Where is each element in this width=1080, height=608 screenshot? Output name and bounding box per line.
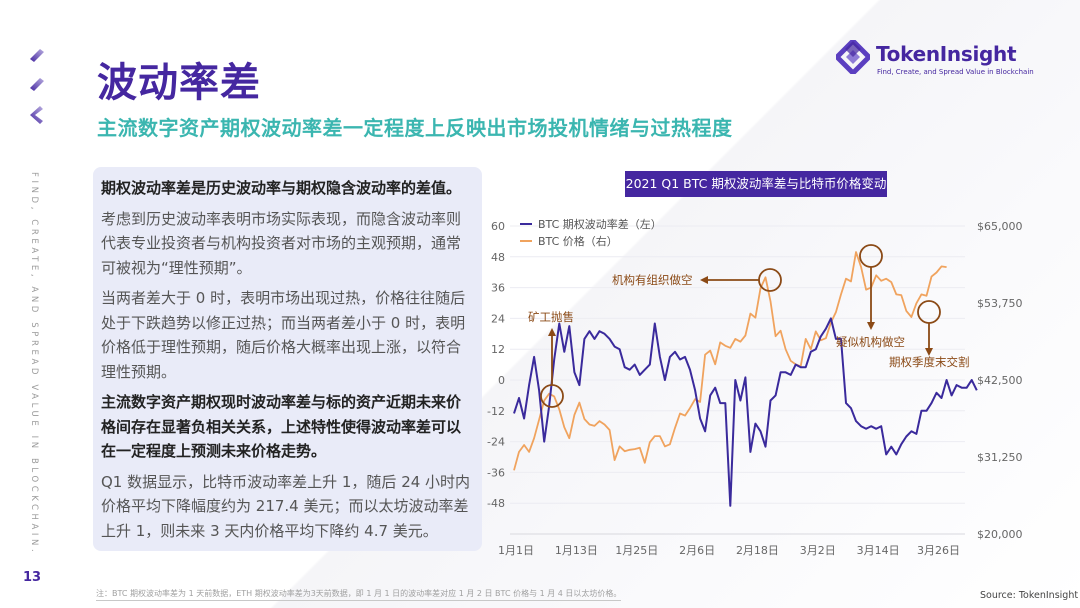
chart-title: 2021 Q1 BTC 期权波动率差与比特币价格变动	[625, 171, 887, 197]
logo-name: TokenInsight	[876, 42, 1017, 66]
annotation-institutional-short: 机构有组织做空	[612, 273, 693, 287]
chart-gridlines	[510, 225, 965, 535]
page-number: 13	[23, 570, 42, 585]
annotation-quarter-expiry: 期权季度末交割	[889, 355, 970, 369]
y-axis-left: 60 48 36 24 12 0 -12 -24 -36 -48	[487, 220, 505, 510]
y-left-tick: -36	[487, 466, 505, 479]
x-tick: 1月1日	[498, 544, 534, 557]
y-right-tick: $20,000	[977, 528, 1023, 541]
x-tick: 2月18日	[736, 544, 779, 557]
annotation-circle	[917, 300, 941, 324]
x-tick: 3月14日	[857, 544, 900, 557]
arrow-down-icon	[867, 322, 875, 330]
x-tick: 3月26日	[917, 544, 960, 557]
y-left-tick: 48	[491, 251, 505, 264]
y-left-tick: -12	[487, 405, 505, 418]
logo-tagline: Find, Create, and Spread Value in Blockc…	[877, 68, 1034, 76]
x-tick: 1月25日	[615, 544, 658, 557]
x-tick: 1月13日	[555, 544, 598, 557]
y-left-tick: -48	[487, 497, 505, 510]
chart-annotations	[540, 244, 941, 408]
y-left-tick: 0	[498, 374, 505, 387]
annotation-miners-selling: 矿工抛售	[528, 310, 574, 324]
annotation-circle	[859, 244, 883, 268]
y-axis-right: $65,000 $53,750 $42,500 $31,250 $20,000	[977, 220, 1023, 541]
page-subtitle: 主流数字资产期权波动率差一定程度上反映出市场投机情绪与过热程度	[97, 116, 733, 140]
source-credit: Source: TokenInsight	[980, 590, 1079, 601]
chart-legend: BTC 期权波动率差（左） BTC 价格（右）	[520, 217, 662, 248]
y-left-tick: -24	[487, 436, 505, 449]
y-right-tick: $53,750	[977, 297, 1023, 310]
legend-vol-label: BTC 期权波动率差（左）	[538, 217, 662, 231]
paragraph-correlation: 主流数字资产期权现时波动率差与标的资产近期未来价格间存在显著负相关关系，上述特性…	[101, 393, 462, 460]
vertical-slogan: FIND, CREATE, AND SPREAD VALUE IN BLOCKC…	[29, 172, 39, 556]
y-left-tick: 36	[491, 282, 505, 295]
arrow-up-icon	[548, 328, 556, 336]
paragraph-rational-expectation: 考虑到历史波动率表明市场实际表现，而隐含波动率则代表专业投资者与机构投资者对市场…	[101, 209, 462, 277]
legend-price-label: BTC 价格（右）	[538, 234, 618, 248]
btc-price-line	[513, 251, 947, 471]
paragraph-q1-data: Q1 数据显示，比特币波动率差上升 1，随后 24 小时内价格平均下降幅度约为 …	[101, 472, 471, 540]
y-left-tick: 24	[491, 312, 505, 325]
y-left-tick: 12	[491, 343, 505, 356]
chevron-decor-icon	[30, 49, 44, 62]
footnote: 注：BTC 期权波动率差为 1 天前数据，ETH 期权波动率差为3天前数据，即 …	[96, 588, 622, 601]
brand-logo: TokenInsight Find, Create, and Spread Va…	[836, 40, 1034, 76]
arrow-left-icon	[700, 276, 708, 284]
annotation-suspected-short: 疑似机构做空	[836, 335, 905, 349]
arrow-down-icon	[925, 348, 933, 356]
btc-vol-diff-line	[513, 317, 978, 507]
annotation-labels: 矿工抛售 机构有组织做空 疑似机构做空 期权季度末交割	[528, 273, 970, 369]
x-tick: 3月2日	[800, 544, 836, 557]
paragraph-interpretation: 当两者差大于 0 时，表明市场出现过热，价格往往随后处于下跌趋势以修正过热；而当…	[101, 289, 466, 381]
page-title: 波动率差	[97, 60, 261, 106]
y-right-tick: $42,500	[977, 374, 1023, 387]
x-axis: 1月1日 1月13日 1月25日 2月6日 2月18日 3月2日 3月14日 3月26日	[498, 544, 960, 557]
chevron-decor-icon	[30, 78, 44, 91]
tokeninsight-logo-icon	[836, 40, 870, 74]
y-right-tick: $31,250	[977, 451, 1023, 464]
y-left-tick: 60	[491, 220, 505, 233]
paragraph-definition: 期权波动率差是历史波动率与期权隐含波动率的差值。	[101, 179, 462, 197]
y-right-tick: $65,000	[977, 220, 1023, 233]
x-tick: 2月6日	[679, 544, 715, 557]
explanation-box: 期权波动率差是历史波动率与期权隐含波动率的差值。 考虑到历史波动率表明市场实际表…	[93, 167, 482, 551]
chevron-decor-icon	[30, 106, 43, 124]
